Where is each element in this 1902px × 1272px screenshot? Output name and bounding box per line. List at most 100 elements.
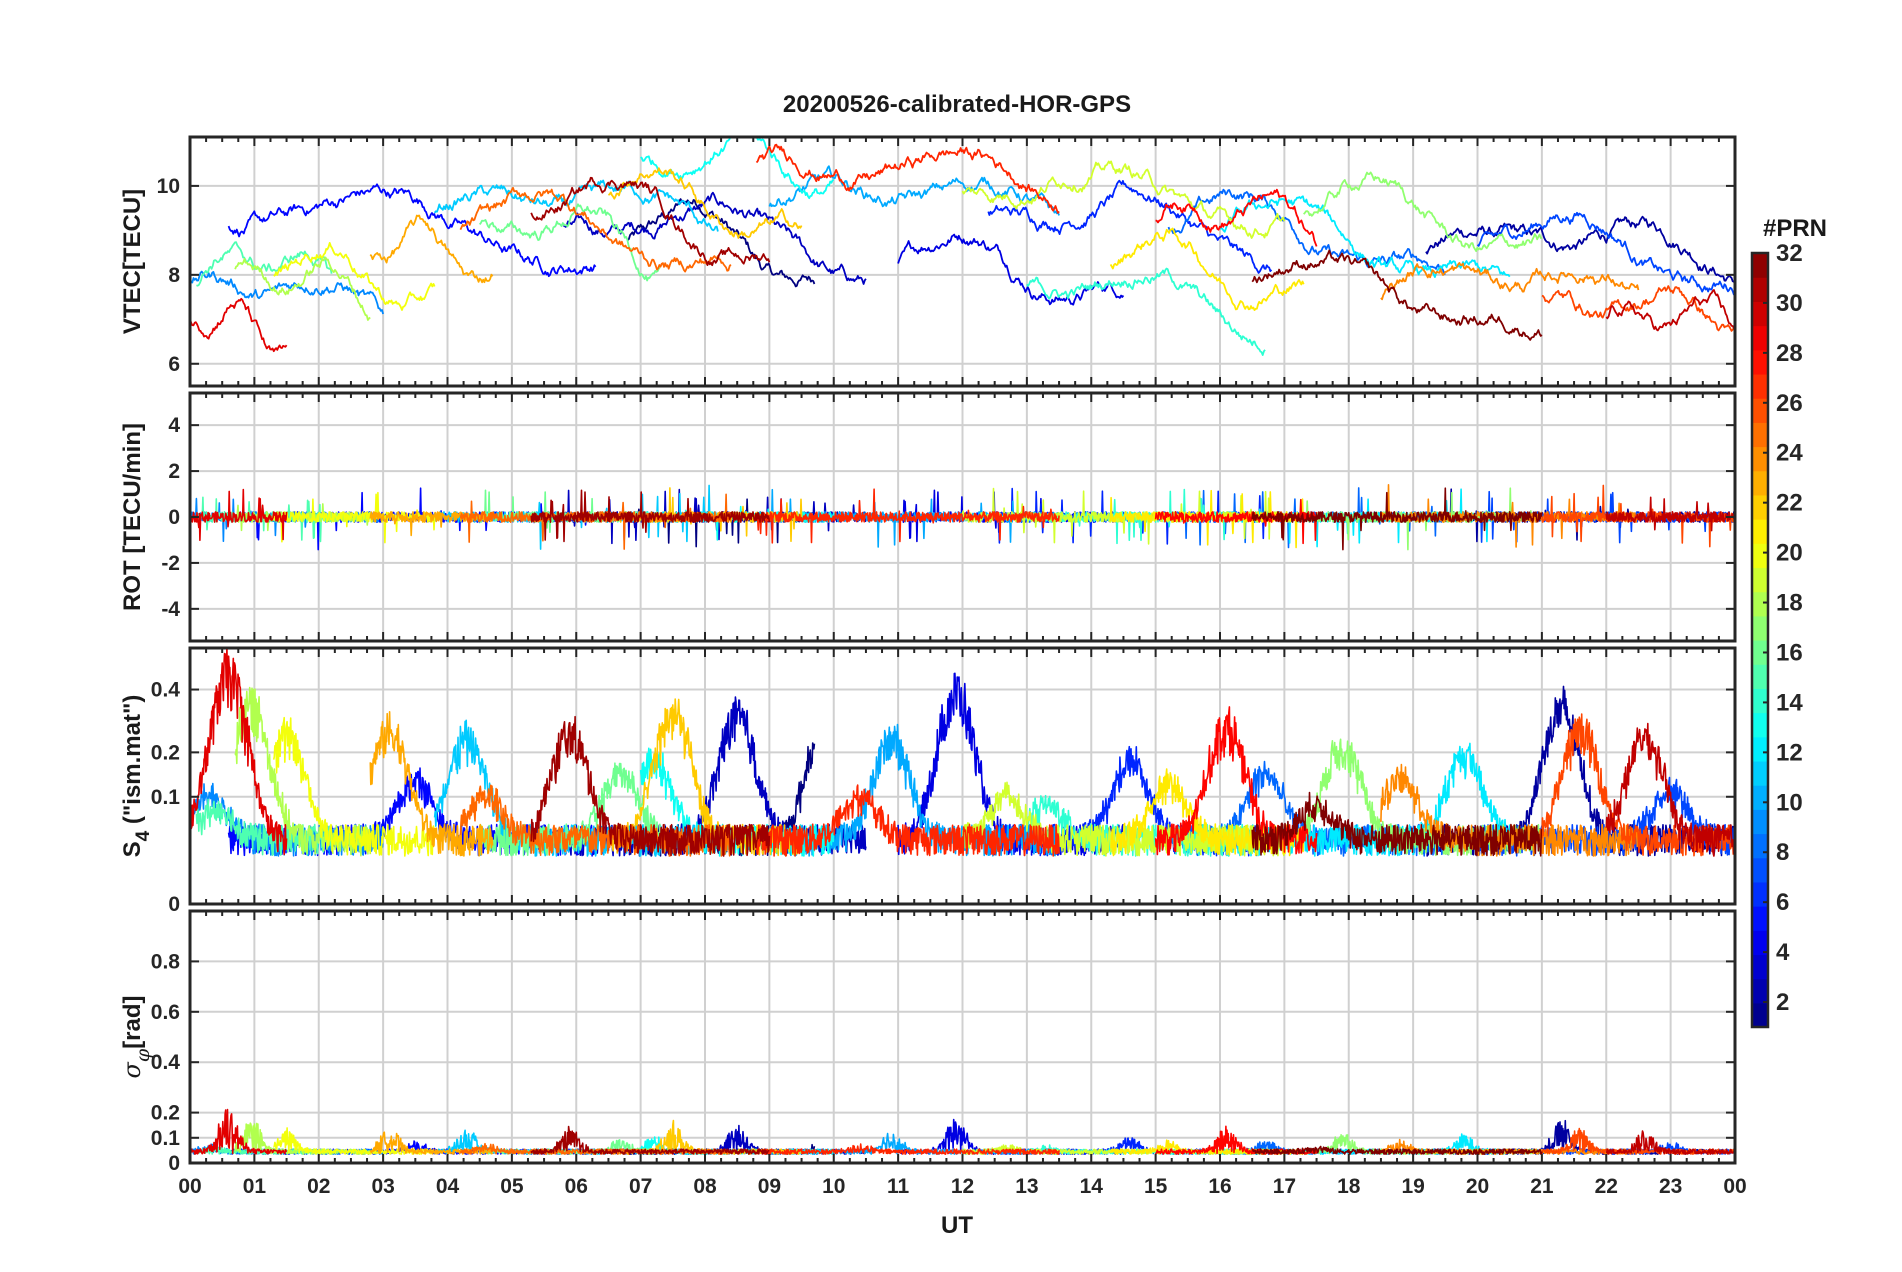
- colorbar-tick-label: 18: [1776, 590, 1803, 617]
- series-line-prn-1: [627, 198, 816, 288]
- series-line-prn-20: [273, 241, 436, 311]
- x-tick-label: 13: [1015, 1175, 1038, 1198]
- colorbar-segment: [1752, 422, 1768, 448]
- x-tick-label: 16: [1208, 1175, 1231, 1198]
- x-tick-label: 01: [243, 1175, 267, 1198]
- colorbar-tick-label: 20: [1776, 540, 1803, 567]
- x-tick-label: 22: [1595, 1175, 1618, 1198]
- y-axis-label: ROT [TECU/min]: [119, 423, 146, 611]
- series-group: [190, 137, 1735, 357]
- colorbar-segment: [1752, 664, 1768, 689]
- colorbar-segment: [1752, 519, 1768, 544]
- series-line-prn-18: [234, 256, 371, 321]
- y-tick-label: 0.8: [151, 950, 181, 973]
- colorbar-segment: [1752, 954, 1768, 980]
- series-line-prn-6: [987, 179, 1273, 274]
- series-line-prn-22: [607, 167, 803, 239]
- colorbar-tick-label: 12: [1776, 739, 1803, 766]
- series-line-prn-30: [1605, 1130, 1735, 1155]
- x-tick-label: 20: [1466, 1175, 1489, 1198]
- series-line-prn-25: [459, 784, 732, 857]
- series-line-prn-32: [1251, 1145, 1543, 1155]
- y-tick-label: 6: [168, 353, 180, 376]
- series-line-prn-28: [1155, 188, 1318, 247]
- series-line-prn-29: [190, 1108, 288, 1155]
- y-tick-label: 0: [168, 1152, 180, 1175]
- x-tick-label: 19: [1401, 1175, 1424, 1198]
- panel-rot: -4 -2 0 2 4 ROT [TECU/min]: [119, 391, 1737, 643]
- series-line-prn-17: [1303, 171, 1542, 253]
- series-line-prn-14: [1026, 267, 1266, 357]
- colorbar-segment: [1752, 567, 1768, 593]
- y-tick-label: 10: [157, 175, 180, 198]
- series-line-prn-20: [272, 716, 436, 857]
- series-line-prn-27: [755, 784, 1060, 857]
- colorbar-segment: [1752, 906, 1768, 931]
- series-line-prn-30: [1605, 722, 1735, 857]
- x-tick-label: 07: [629, 1175, 652, 1198]
- series-line-prn-32: [1251, 791, 1543, 857]
- y-tick-label: 8: [168, 264, 180, 287]
- series-line-prn-8: [1167, 188, 1446, 276]
- colorbar-segment: [1752, 373, 1768, 399]
- series-line-prn-27: [755, 143, 1060, 214]
- series-line-prn-30: [1605, 496, 1735, 532]
- series-line-prn-24: [1380, 261, 1640, 301]
- colorbar-frame: [1750, 251, 1770, 1029]
- colorbar-title: #PRN: [1763, 215, 1827, 242]
- colorbar-segment: [1752, 809, 1768, 835]
- series-line-prn-5: [227, 183, 597, 278]
- series-line-prn-31: [530, 1125, 770, 1155]
- colorbar-tick-label: 10: [1776, 789, 1803, 816]
- colorbar-tick-label: 30: [1776, 290, 1803, 317]
- colorbar-segment: [1752, 785, 1768, 810]
- y-tick-label: 0.6: [151, 1001, 180, 1024]
- y-tick-label: 0.4: [151, 1051, 181, 1074]
- y-axis-label: σφ[rad]: [118, 995, 154, 1078]
- chart-title: 20200526-calibrated-HOR-GPS: [783, 91, 1131, 118]
- y-tick-label: 0.1: [151, 786, 181, 809]
- series-line-prn-23: [369, 511, 494, 537]
- x-tick-label: 10: [822, 1175, 845, 1198]
- series-line-prn-32: [1251, 487, 1543, 551]
- series-line-prn-21: [1109, 227, 1305, 312]
- colorbar-segment: [1752, 760, 1768, 786]
- colorbar-segment: [1752, 1002, 1768, 1028]
- x-tick-label: 03: [371, 1175, 394, 1198]
- series-line-prn-31: [530, 489, 771, 543]
- colorbar-segment: [1752, 253, 1768, 278]
- x-tick-label: 21: [1530, 1175, 1554, 1198]
- colorbar-segment: [1752, 833, 1768, 859]
- series-line-prn-15: [195, 496, 333, 543]
- colorbar-segment: [1752, 688, 1768, 714]
- colorbar-tick-label: 14: [1776, 689, 1803, 716]
- y-tick-label: 4: [168, 414, 180, 437]
- series-line-prn-29: [190, 488, 288, 542]
- colorbar-tick-label: 4: [1776, 939, 1790, 966]
- x-tick-label: 00: [1723, 1175, 1746, 1198]
- colorbar-tick-label: 32: [1776, 240, 1803, 267]
- colorbar-tick-label: 6: [1776, 889, 1789, 916]
- x-ticks: [189, 911, 1736, 1163]
- y-tick-label: 2: [168, 460, 180, 483]
- x-tick-label: 11: [887, 1175, 910, 1198]
- series-line-prn-28: [1154, 706, 1318, 856]
- series-line-prn-12: [1219, 195, 1511, 279]
- colorbar-tick-label: 16: [1776, 639, 1803, 666]
- series-line-prn-32: [1251, 249, 1543, 341]
- series-line-prn-21: [1110, 768, 1305, 857]
- series-line-prn-31: [530, 715, 771, 857]
- series-line-prn-19: [961, 160, 1286, 239]
- x-tick-label: 18: [1337, 1175, 1361, 1198]
- series-line-prn-23: [369, 1131, 494, 1155]
- colorbar-tick-label: 24: [1776, 440, 1803, 467]
- x-tick-label: 09: [758, 1175, 781, 1198]
- x-tick-label: 06: [565, 1175, 588, 1198]
- series-line-prn-27: [755, 1143, 1060, 1155]
- x-ticks: [189, 648, 1736, 904]
- x-tick-label: 23: [1659, 1175, 1682, 1198]
- y-tick-label: 0.2: [151, 1102, 180, 1125]
- colorbar-segment: [1752, 349, 1768, 375]
- series-line-prn-30: [1605, 289, 1735, 332]
